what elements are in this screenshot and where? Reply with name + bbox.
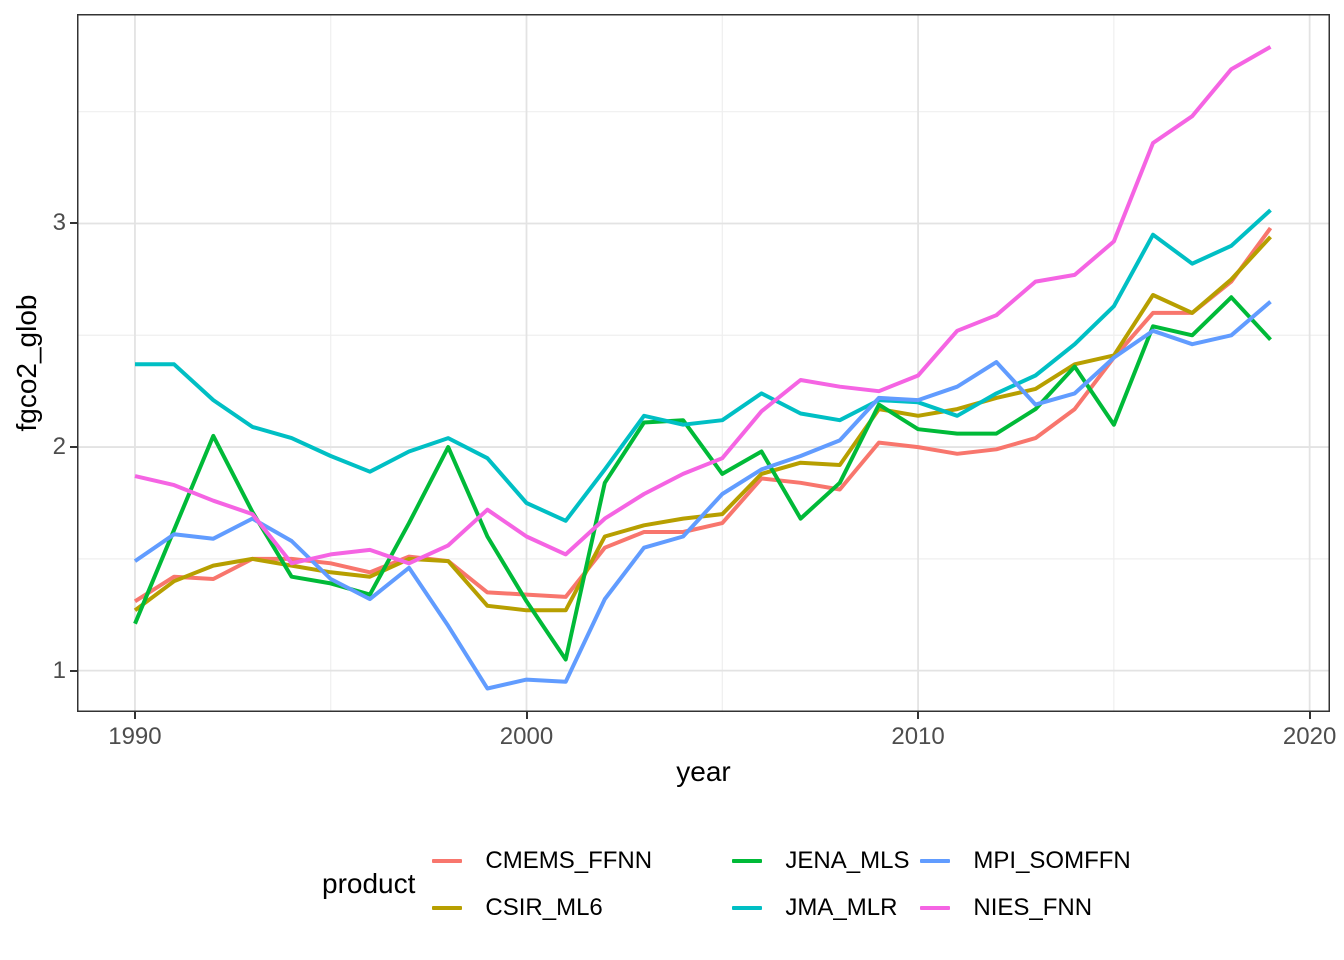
x-tick-mark: [1308, 712, 1311, 719]
y-tick-label: 2: [52, 433, 66, 461]
x-tick-label: 2010: [891, 723, 945, 750]
legend-label: JMA_MLR: [785, 893, 898, 921]
y-axis-title: fgco2_glob: [11, 294, 42, 432]
x-tick-label: 2020: [1282, 723, 1337, 750]
x-tick-mark: [917, 712, 920, 719]
legend-key-JMA_MLR: [732, 905, 763, 910]
x-tick-mark: [525, 712, 528, 719]
legend-key-JENA_MLS: [732, 858, 763, 863]
series-line-MPI_SOMFFN: [133, 300, 1272, 691]
x-tick-mark: [133, 712, 136, 719]
legend-key-MPI_SOMFFN: [920, 858, 951, 863]
legend-item-JMA_MLR: JMA_MLR: [732, 884, 920, 931]
legend-label: MPI_SOMFFN: [973, 846, 1131, 874]
series-line-JMA_MLR: [135, 208, 1272, 523]
legend-item-MPI_SOMFFN: MPI_SOMFFN: [920, 837, 1131, 884]
series-line-CMEMS_FFNN: [133, 226, 1273, 603]
legend: product CMEMS_FFNN CSIR_ML6 JENA_MLS JMA_ML…: [0, 836, 1344, 932]
legend-item-CMEMS_FFNN: CMEMS_FFNN: [432, 837, 732, 884]
legend-title: product: [322, 868, 416, 899]
x-tick-label: 2000: [499, 723, 554, 750]
legend-item-NIES_FNN: NIES_FNN: [920, 884, 1130, 931]
y-tick-label: 1: [52, 656, 66, 684]
series-line-NIES_FNN: [134, 45, 1272, 566]
series-line-JENA_MLS: [133, 295, 1272, 662]
legend-label: CSIR_ML6: [485, 893, 603, 921]
legend-label: CMEMS_FFNN: [485, 846, 653, 874]
legend-items: CMEMS_FFNN CSIR_ML6 JENA_MLS JMA_MLR MPI_SOM…: [432, 837, 1131, 931]
panel-border: [77, 14, 1330, 712]
legend-item-CSIR_ML6: CSIR_ML6: [432, 884, 732, 931]
legend-item-JENA_MLS: JENA_MLS: [732, 837, 920, 884]
plot-canvas: [77, 14, 1330, 712]
y-tick-label: 3: [52, 209, 66, 237]
legend-key-CSIR_ML6: [432, 905, 463, 910]
plot-panel: [77, 14, 1330, 712]
y-tick-mark: [70, 222, 77, 225]
y-tick-mark: [70, 669, 77, 672]
x-tick-label: 1990: [108, 723, 162, 750]
x-axis-title: year: [676, 756, 731, 787]
legend-label: NIES_FNN: [973, 893, 1093, 921]
legend-key-CMEMS_FFNN: [432, 858, 463, 863]
y-tick-mark: [70, 446, 77, 449]
legend-key-NIES_FNN: [920, 905, 951, 910]
legend-label: JENA_MLS: [785, 846, 910, 874]
